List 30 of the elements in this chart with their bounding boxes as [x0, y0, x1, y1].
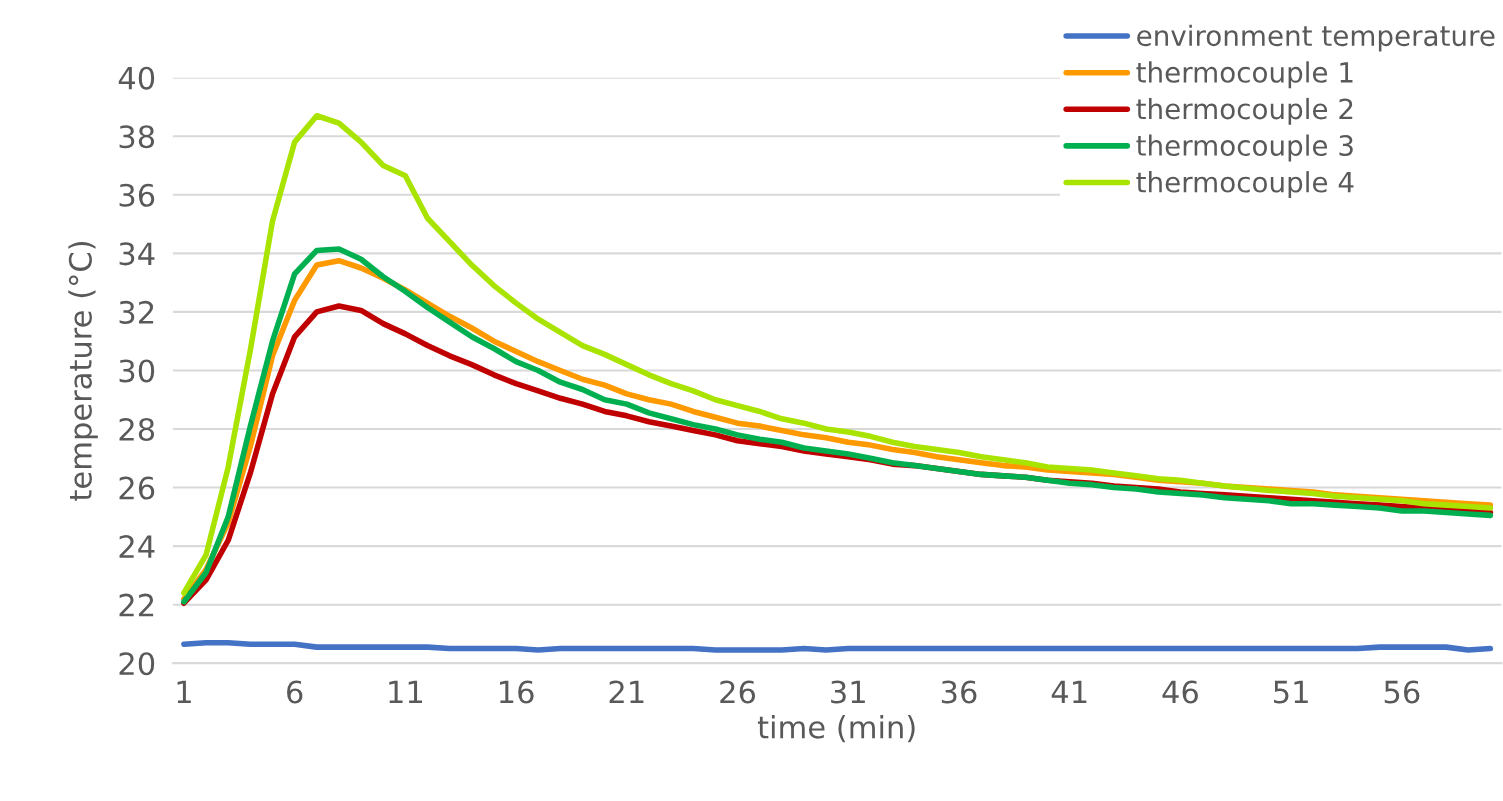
y-tick-label: 40: [118, 66, 155, 90]
x-tick-label: 36: [941, 680, 977, 704]
x-tick-label: 51: [1274, 680, 1308, 704]
y-tick-label: 22: [119, 593, 154, 617]
y-tick-label: 38: [119, 125, 155, 149]
y-tick-label: 32: [119, 300, 154, 324]
x-tick-label: 6: [287, 680, 303, 704]
legend-label: thermocouple 3: [1136, 134, 1353, 162]
x-tick-label: 26: [720, 680, 756, 704]
y-axis-title: temperature (°C): [68, 241, 98, 501]
legend-label: environment temperature: [1137, 24, 1495, 52]
y-tick-label: 36: [119, 183, 155, 207]
y-tick-label: 24: [119, 535, 155, 558]
x-tick-label: 11: [389, 680, 422, 704]
x-tick-label: 1: [177, 680, 191, 704]
legend-label: thermocouple 1: [1136, 61, 1353, 89]
x-tick-label: 31: [831, 680, 865, 704]
y-tick-label: 28: [119, 417, 155, 442]
x-tick-label: 56: [1384, 680, 1420, 704]
legend-label: thermocouple 2: [1136, 97, 1353, 125]
y-tick-label: 26: [119, 476, 155, 500]
x-tick-label: 46: [1162, 680, 1198, 704]
x-tick-label: 41: [1051, 680, 1087, 704]
x-axis-title: time (min): [757, 715, 915, 743]
legend-label: thermocouple 4: [1136, 171, 1354, 199]
x-tick-label: 21: [609, 680, 644, 704]
y-tick-label: 34: [119, 242, 155, 266]
y-tick-label: 30: [119, 359, 155, 383]
y-tick-label: 20: [119, 652, 155, 676]
x-tick-label: 16: [500, 680, 534, 704]
